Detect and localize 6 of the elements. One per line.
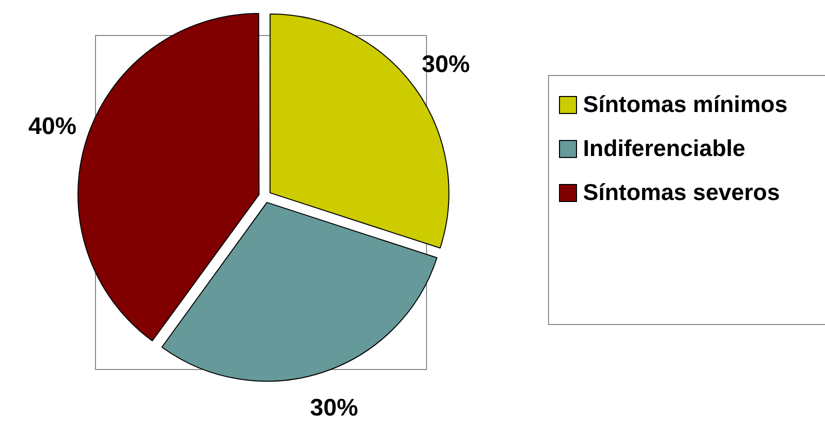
data-label: 40% [28,113,76,140]
data-label: 30% [422,50,470,78]
legend-label: Indiferenciable [583,134,746,162]
legend-label: Síntomas mínimos [583,90,788,118]
data-label: 30% [310,394,358,422]
legend-label: Síntomas severos [583,178,780,206]
